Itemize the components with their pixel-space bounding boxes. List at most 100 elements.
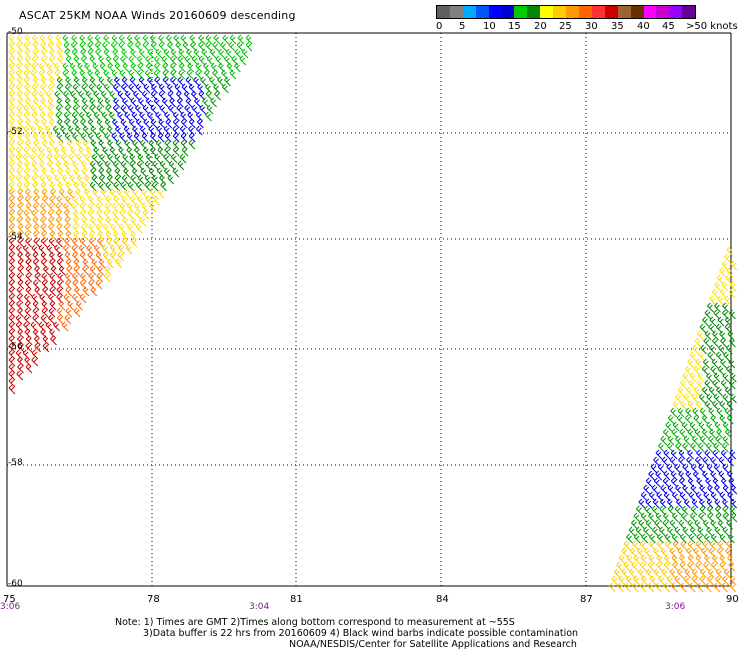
wind-barb (126, 34, 134, 45)
wind-barb (24, 328, 32, 339)
wind-barb (137, 153, 145, 164)
wind-barb (635, 505, 643, 516)
wind-barb (696, 582, 704, 593)
wind-barb (715, 575, 722, 586)
wind-barb (86, 244, 94, 255)
wind-barb (704, 309, 712, 320)
wind-barb (697, 526, 705, 537)
wind-barb (25, 202, 33, 213)
wind-barb (645, 519, 653, 530)
wind-barb (722, 526, 730, 537)
scale-swatch-12 (591, 6, 605, 18)
wind-barb (708, 323, 716, 334)
wind-barb (8, 209, 16, 220)
wind-barb (150, 118, 158, 129)
wind-barb (201, 48, 209, 59)
wind-barb (705, 477, 712, 488)
wind-barb (93, 244, 101, 255)
wind-barb (698, 463, 705, 474)
wind-barb (163, 125, 171, 136)
wind-barb (639, 561, 647, 572)
wind-barb (55, 209, 63, 220)
wind-barb (81, 216, 89, 227)
wind-barb (103, 272, 111, 283)
wind-barb (17, 356, 24, 367)
wind-barb (118, 34, 126, 45)
wind-barb (631, 561, 639, 572)
wind-barb (23, 69, 31, 80)
wind-barb (15, 244, 23, 255)
wind-barb (177, 76, 185, 87)
wind-barb (60, 125, 67, 136)
wind-barb (122, 216, 129, 227)
wind-barb (83, 188, 91, 199)
wind-barb (63, 111, 71, 122)
wind-barb (700, 344, 708, 355)
wind-barb (64, 314, 72, 325)
wind-barb (130, 97, 138, 108)
wind-barb (141, 188, 148, 199)
wind-barb (679, 491, 687, 502)
wind-barb (143, 83, 151, 94)
wind-barb (47, 83, 55, 94)
wind-barb (725, 274, 733, 285)
wind-barb (65, 181, 73, 192)
wind-barb (725, 344, 733, 355)
wind-barb (142, 209, 150, 220)
wind-barb (150, 146, 157, 157)
wind-barb (684, 365, 692, 376)
wind-barb (141, 90, 149, 101)
wind-barb (651, 526, 659, 537)
wind-barb (714, 484, 721, 495)
wind-barb (73, 181, 81, 192)
wind-barb (713, 442, 721, 453)
wind-barb (73, 258, 81, 269)
wind-barb (56, 314, 64, 325)
wind-barb (719, 400, 727, 411)
wind-barb (170, 76, 177, 87)
wind-barb (92, 62, 100, 73)
note-line-1: Note: 1) Times are GMT 2)Times along bot… (115, 617, 515, 628)
wind-barb (677, 547, 685, 558)
wind-barb (687, 554, 695, 565)
wind-barb (16, 216, 24, 227)
wind-barb (16, 104, 24, 115)
scale-label-45: 45 (662, 21, 675, 32)
wind-barb (145, 97, 153, 108)
wind-barb (89, 76, 97, 87)
wind-barb (72, 251, 79, 262)
wind-barb (71, 244, 79, 255)
wind-barb (663, 512, 670, 523)
wind-barb (720, 358, 727, 369)
wind-barb (653, 456, 660, 467)
wind-barb (17, 202, 24, 213)
wind-barb (97, 216, 104, 227)
wind-barb (8, 384, 16, 395)
lon-label-87: 87 (580, 594, 593, 605)
wind-barb (41, 118, 48, 129)
wind-barb (55, 160, 63, 171)
wind-barb (40, 55, 48, 66)
wind-barb (8, 251, 16, 262)
wind-barb (169, 97, 176, 108)
wind-barb (721, 582, 728, 593)
wind-barb (170, 62, 177, 73)
wind-barb (16, 209, 24, 220)
wind-barb (180, 139, 188, 150)
wind-barb (713, 582, 721, 593)
wind-barb (17, 363, 24, 374)
wind-barb (717, 295, 724, 306)
wind-barb (728, 561, 736, 572)
wind-barb (50, 167, 57, 178)
wind-barb (64, 251, 72, 262)
wind-barb (31, 90, 39, 101)
wind-barb (677, 386, 685, 397)
wind-barb (689, 512, 697, 523)
wind-barb (680, 540, 688, 551)
wind-barb (704, 330, 712, 341)
wind-barb (696, 533, 704, 544)
wind-barb (160, 181, 167, 192)
wind-barb (90, 125, 98, 136)
wind-barb (41, 272, 49, 283)
wind-barb (674, 505, 682, 516)
